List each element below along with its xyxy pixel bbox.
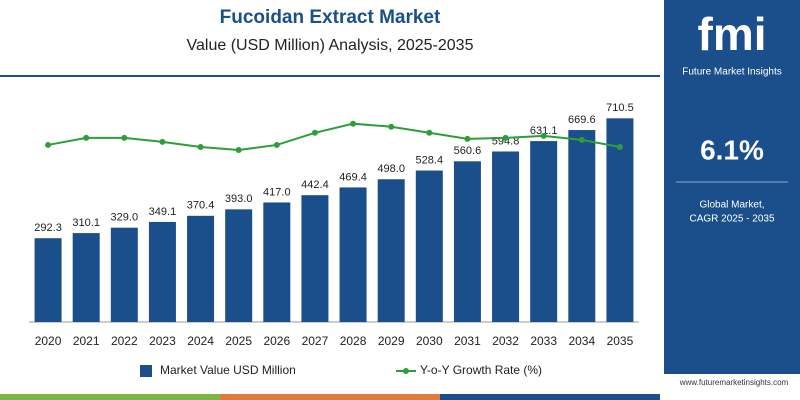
x-tick-label: 2020 xyxy=(35,334,62,348)
legend-label: Y-o-Y Growth Rate (%) xyxy=(420,363,542,377)
bar xyxy=(415,170,443,322)
growth-point xyxy=(311,129,318,136)
growth-point xyxy=(426,129,433,136)
value-label: 669.6 xyxy=(568,114,596,126)
side-panel xyxy=(664,0,800,374)
bar xyxy=(606,118,634,322)
x-tick-label: 2022 xyxy=(111,334,138,348)
brand-name: Future Market Insights xyxy=(682,67,781,78)
x-tick-label: 2025 xyxy=(225,334,252,348)
bar xyxy=(377,179,405,322)
growth-point xyxy=(121,134,128,141)
growth-point xyxy=(540,132,547,139)
value-label: 710.5 xyxy=(606,102,634,114)
value-label: 560.6 xyxy=(454,145,482,157)
growth-point xyxy=(464,135,471,142)
value-label: 393.0 xyxy=(225,193,253,205)
growth-line xyxy=(47,122,621,152)
bar xyxy=(568,130,596,322)
chart-title: Fucoidan Extract Market xyxy=(220,7,441,28)
bar xyxy=(225,209,253,322)
value-label: 310.1 xyxy=(72,217,100,229)
bar xyxy=(110,227,138,322)
legend-swatch xyxy=(403,368,409,374)
growth-point xyxy=(350,120,357,127)
value-label: 292.3 xyxy=(34,222,62,234)
footer-stripe xyxy=(220,394,440,400)
bar xyxy=(148,221,176,322)
x-tick-label: 2028 xyxy=(340,334,367,348)
bar xyxy=(72,233,100,322)
growth-point xyxy=(616,143,623,150)
cagr-value: 6.1% xyxy=(700,134,764,165)
x-tick-label: 2031 xyxy=(454,334,481,348)
bar xyxy=(301,195,329,322)
growth-point xyxy=(197,143,204,150)
x-tick-label: 2026 xyxy=(263,334,290,348)
x-tick-label: 2030 xyxy=(416,334,443,348)
growth-point xyxy=(388,123,395,130)
value-label: 442.4 xyxy=(301,179,329,191)
footer-stripe xyxy=(0,394,220,400)
bar xyxy=(530,141,558,322)
brand-logo: fmi xyxy=(698,8,767,60)
x-tick-label: 2033 xyxy=(530,334,557,348)
bar xyxy=(187,215,215,322)
value-label: 370.4 xyxy=(187,200,215,212)
cagr-label: Global Market, xyxy=(699,200,764,211)
growth-point xyxy=(273,141,280,148)
value-label: 631.1 xyxy=(530,125,558,137)
bar xyxy=(492,151,520,322)
growth-point xyxy=(159,138,166,145)
x-tick-label: 2027 xyxy=(302,334,329,348)
growth-point xyxy=(578,136,585,143)
x-tick-label: 2034 xyxy=(568,334,595,348)
legend-swatch xyxy=(140,365,152,377)
value-label: 329.0 xyxy=(111,212,139,224)
value-label: 417.0 xyxy=(263,186,291,198)
growth-point xyxy=(83,134,90,141)
x-tick-label: 2029 xyxy=(378,334,405,348)
bar xyxy=(339,187,367,322)
x-tick-label: 2023 xyxy=(149,334,176,348)
value-label: 528.4 xyxy=(416,154,444,166)
x-tick-label: 2035 xyxy=(607,334,634,348)
x-tick-label: 2021 xyxy=(73,334,100,348)
cagr-label: CAGR 2025 - 2035 xyxy=(689,214,774,225)
bar xyxy=(34,238,62,322)
value-label: 498.0 xyxy=(377,163,405,175)
x-tick-label: 2024 xyxy=(187,334,214,348)
growth-point xyxy=(45,141,52,148)
x-tick-label: 2032 xyxy=(492,334,519,348)
chart-subtitle: Value (USD Million) Analysis, 2025-2035 xyxy=(187,37,474,54)
growth-point xyxy=(235,147,242,153)
footer-stripe xyxy=(440,394,660,400)
bar xyxy=(263,202,291,322)
bar xyxy=(453,161,481,322)
growth-point xyxy=(502,134,509,141)
value-label: 469.4 xyxy=(339,171,367,183)
value-label: 349.1 xyxy=(149,206,177,218)
legend-label: Market Value USD Million xyxy=(160,363,296,377)
website: www.futuremarketinsights.com xyxy=(679,378,789,387)
